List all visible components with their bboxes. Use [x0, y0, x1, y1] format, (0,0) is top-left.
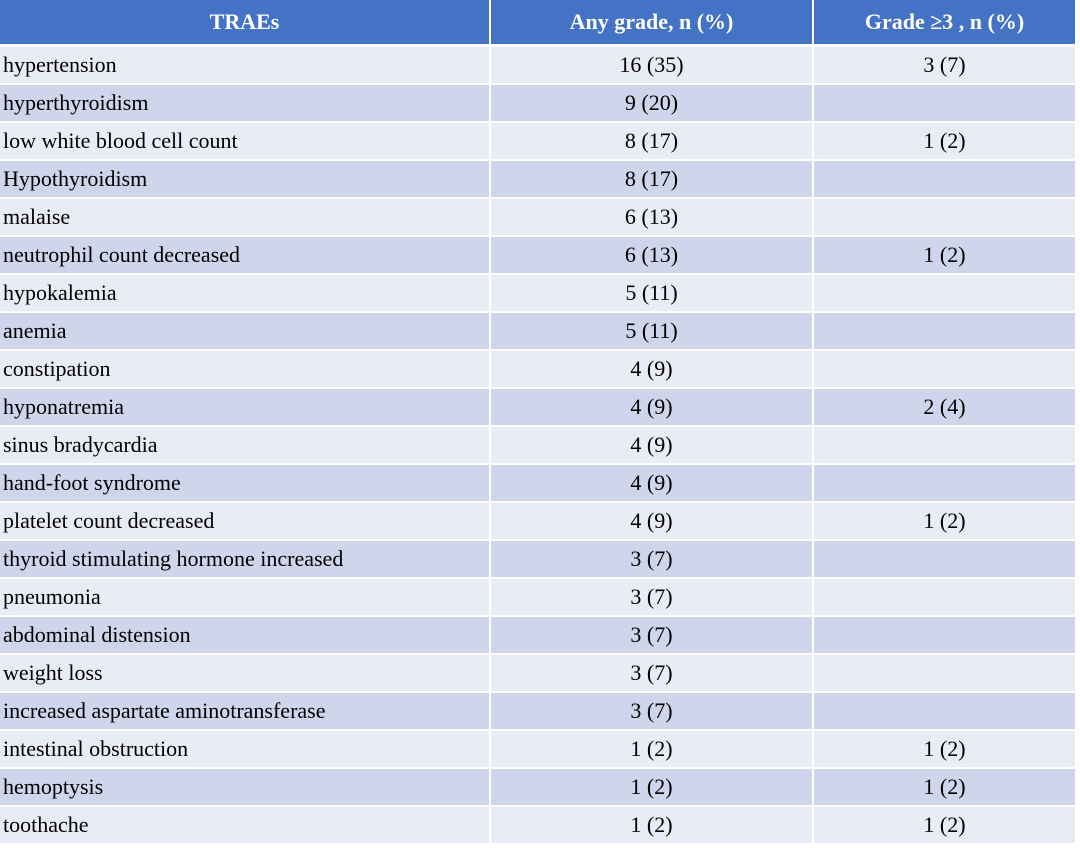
table-row: anemia 5 (11) [0, 312, 1075, 351]
grade-3-cell: 1 (2) [813, 122, 1075, 161]
grade-3-cell [813, 160, 1075, 199]
event-name-cell: abdominal distension [0, 616, 491, 655]
any-grade-cell: 1 (2) [490, 730, 814, 769]
table-row: increased aspartate aminotransferase 3 (7… [0, 692, 1075, 731]
table-row: hand-foot syndrome 4 (9) [0, 464, 1075, 503]
header-any-grade: Any grade, n (%) [490, 0, 814, 47]
grade-3-cell: 1 (2) [813, 502, 1075, 541]
event-name-cell: hand-foot syndrome [0, 464, 491, 503]
grade-3-cell [813, 84, 1075, 123]
table-row: hemoptysis 1 (2) 1 (2) [0, 768, 1075, 807]
any-grade-cell: 1 (2) [490, 806, 814, 845]
event-name-cell: Hypothyroidism [0, 160, 491, 199]
grade-3-cell: 2 (4) [813, 388, 1075, 427]
any-grade-cell: 9 (20) [490, 84, 814, 123]
grade-3-cell: 1 (2) [813, 236, 1075, 275]
table-row: intestinal obstruction 1 (2) 1 (2) [0, 730, 1075, 769]
any-grade-cell: 4 (9) [490, 502, 814, 541]
any-grade-cell: 4 (9) [490, 350, 814, 389]
any-grade-cell: 3 (7) [490, 540, 814, 579]
grade-3-cell [813, 312, 1075, 351]
any-grade-cell: 4 (9) [490, 426, 814, 465]
event-name-cell: hemoptysis [0, 768, 491, 807]
grade-3-cell [813, 426, 1075, 465]
table-row: hypokalemia 5 (11) [0, 274, 1075, 313]
table-row: platelet count decreased 4 (9) 1 (2) [0, 502, 1075, 541]
event-name-cell: hyponatremia [0, 388, 491, 427]
table-row: Hypothyroidism 8 (17) [0, 160, 1075, 199]
any-grade-cell: 3 (7) [490, 578, 814, 617]
event-name-cell: toothache [0, 806, 491, 845]
event-name-cell: increased aspartate aminotransferase [0, 692, 491, 731]
table-row: sinus bradycardia 4 (9) [0, 426, 1075, 465]
any-grade-cell: 8 (17) [490, 122, 814, 161]
any-grade-cell: 5 (11) [490, 312, 814, 351]
table-body: hypertension 16 (35) 3 (7) hyperthyroidism 9… [0, 45, 1075, 845]
event-name-cell: anemia [0, 312, 491, 351]
event-name-cell: malaise [0, 198, 491, 237]
header-grade-3: Grade ≥3 , n (%) [813, 0, 1075, 47]
event-name-cell: pneumonia [0, 578, 491, 617]
grade-3-cell: 1 (2) [813, 806, 1075, 845]
event-name-cell: neutrophil count decreased [0, 236, 491, 275]
grade-3-cell [813, 692, 1075, 731]
table-row: hypertension 16 (35) 3 (7) [0, 45, 1075, 85]
event-name-cell: sinus bradycardia [0, 426, 491, 465]
any-grade-cell: 6 (13) [490, 236, 814, 275]
grade-3-cell: 1 (2) [813, 730, 1075, 769]
grade-3-cell [813, 540, 1075, 579]
event-name-cell: constipation [0, 350, 491, 389]
table-row: abdominal distension 3 (7) [0, 616, 1075, 655]
table-row: hyponatremia 4 (9) 2 (4) [0, 388, 1075, 427]
any-grade-cell: 4 (9) [490, 388, 814, 427]
any-grade-cell: 3 (7) [490, 654, 814, 693]
grade-3-cell [813, 578, 1075, 617]
any-grade-cell: 16 (35) [490, 45, 814, 85]
header-row: TRAEs Any grade, n (%) Grade ≥3 , n (%) [0, 0, 1075, 47]
any-grade-cell: 3 (7) [490, 692, 814, 731]
table-row: neutrophil count decreased 6 (13) 1 (2) [0, 236, 1075, 275]
grade-3-cell: 3 (7) [813, 45, 1075, 85]
any-grade-cell: 1 (2) [490, 768, 814, 807]
any-grade-cell: 6 (13) [490, 198, 814, 237]
event-name-cell: hyperthyroidism [0, 84, 491, 123]
any-grade-cell: 4 (9) [490, 464, 814, 503]
event-name-cell: weight loss [0, 654, 491, 693]
table-row: pneumonia 3 (7) [0, 578, 1075, 617]
table-row: malaise 6 (13) [0, 198, 1075, 237]
event-name-cell: low white blood cell count [0, 122, 491, 161]
table-row: weight loss 3 (7) [0, 654, 1075, 693]
grade-3-cell: 1 (2) [813, 768, 1075, 807]
table-row: constipation 4 (9) [0, 350, 1075, 389]
table-row: low white blood cell count 8 (17) 1 (2) [0, 122, 1075, 161]
event-name-cell: platelet count decreased [0, 502, 491, 541]
table-header: TRAEs Any grade, n (%) Grade ≥3 , n (%) [0, 0, 1075, 47]
event-name-cell: hypokalemia [0, 274, 491, 313]
table-row: thyroid stimulating hormone increased 3 (… [0, 540, 1075, 579]
table-row: hyperthyroidism 9 (20) [0, 84, 1075, 123]
grade-3-cell [813, 350, 1075, 389]
any-grade-cell: 5 (11) [490, 274, 814, 313]
grade-3-cell [813, 198, 1075, 237]
header-traes: TRAEs [0, 0, 491, 47]
grade-3-cell [813, 274, 1075, 313]
event-name-cell: thyroid stimulating hormone increased [0, 540, 491, 579]
any-grade-cell: 8 (17) [490, 160, 814, 199]
event-name-cell: hypertension [0, 45, 491, 85]
table-row: toothache 1 (2) 1 (2) [0, 806, 1075, 845]
grade-3-cell [813, 464, 1075, 503]
grade-3-cell [813, 616, 1075, 655]
event-name-cell: intestinal obstruction [0, 730, 491, 769]
any-grade-cell: 3 (7) [490, 616, 814, 655]
grade-3-cell [813, 654, 1075, 693]
